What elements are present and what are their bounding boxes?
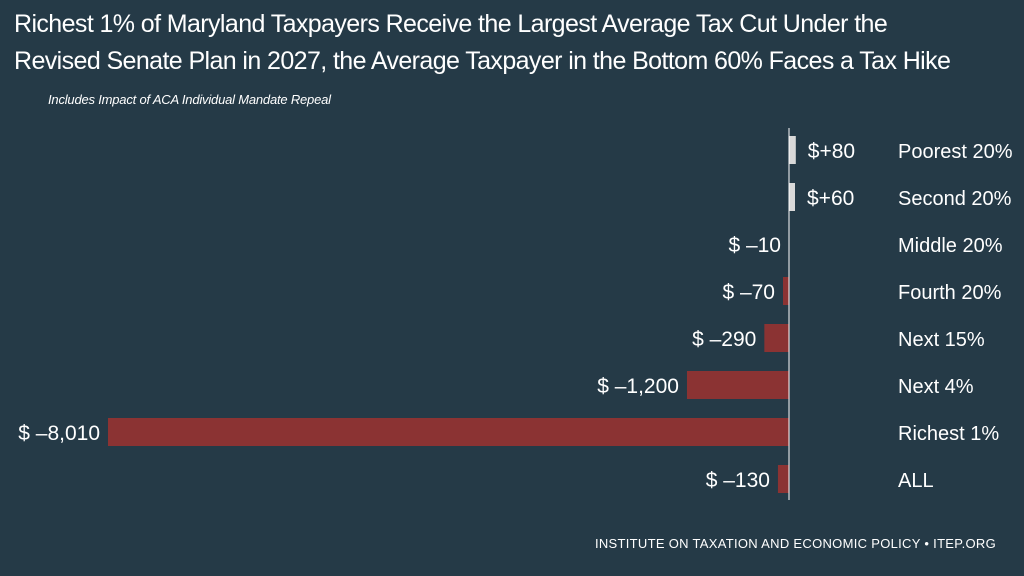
category-label: Second 20% <box>898 188 1012 210</box>
data-label: $ –1,200 <box>597 375 679 398</box>
data-label: $ –70 <box>722 281 775 304</box>
bar-fourth-20 <box>783 277 789 305</box>
source-credit: INSTITUTE ON TAXATION AND ECONOMIC POLIC… <box>594 536 996 551</box>
category-label: Richest 1% <box>898 423 999 445</box>
data-label: $ –130 <box>706 469 770 492</box>
category-label: Fourth 20% <box>898 282 1002 304</box>
category-label: Next 4% <box>898 376 974 398</box>
data-label: $+80 <box>808 140 855 163</box>
data-label: $ –8,010 <box>18 422 100 445</box>
bar-next-15 <box>764 324 789 352</box>
chart-title: Richest 1% of Maryland Taxpayers Receive… <box>14 6 1014 80</box>
chart-title-line-1: Richest 1% of Maryland Taxpayers Receive… <box>14 10 888 38</box>
data-label: $ –290 <box>692 328 756 351</box>
chart-title-line-2: Revised Senate Plan in 2027, the Average… <box>14 47 951 75</box>
data-label: $ –10 <box>728 234 781 257</box>
category-label: Middle 20% <box>898 235 1003 257</box>
bar-poorest-20 <box>789 136 796 164</box>
category-label: Poorest 20% <box>898 141 1013 163</box>
category-label: Next 15% <box>898 329 985 351</box>
bar-richest-1 <box>108 418 789 446</box>
bar-second-20 <box>789 183 795 211</box>
bar-all <box>777 465 789 493</box>
data-label: $+60 <box>807 187 854 210</box>
category-label: ALL <box>898 470 934 492</box>
bar-next-4 <box>686 371 789 399</box>
chart-subtitle: Includes Impact of ACA Individual Mandat… <box>48 92 331 107</box>
